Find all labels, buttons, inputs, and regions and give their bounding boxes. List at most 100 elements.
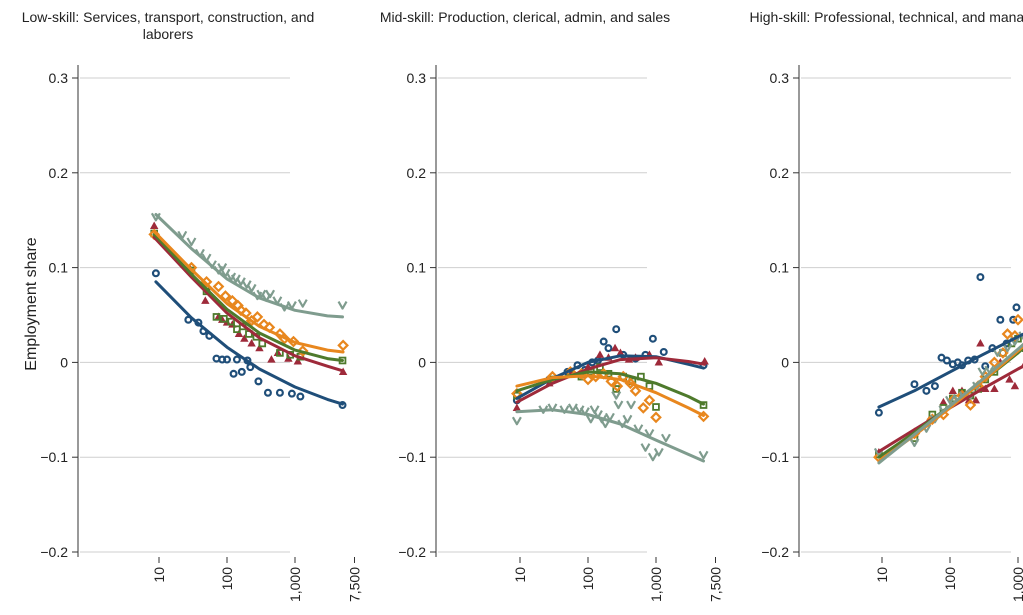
circle-marker — [184, 315, 193, 324]
v-marker — [660, 433, 671, 443]
v-marker — [945, 395, 955, 405]
y-tick-label: 0 — [60, 354, 68, 370]
circle-marker — [223, 355, 232, 364]
triangle-marker — [512, 403, 522, 412]
series-2 — [150, 221, 348, 375]
circle-marker — [996, 315, 1005, 324]
x-tick-label: 1,000 — [287, 567, 303, 602]
series-3 — [875, 334, 1023, 459]
y-tick-label: −0.1 — [761, 449, 789, 465]
y-tick-label: 0.1 — [770, 260, 790, 276]
x-tick-label: 100 — [219, 567, 235, 591]
triangle-marker — [654, 358, 664, 366]
square-marker — [212, 313, 221, 321]
panel-3-title: High-skill: Professional, technical, and… — [749, 9, 1023, 25]
fit-line-4 — [515, 374, 705, 417]
fit-line-5 — [877, 342, 1023, 465]
circle-marker — [263, 388, 272, 397]
v-marker — [246, 283, 257, 293]
triangle-marker — [150, 221, 159, 229]
triangle-marker — [267, 355, 276, 363]
v-marker — [337, 300, 348, 310]
v-marker — [647, 452, 658, 462]
triangle-marker — [595, 350, 605, 358]
v-marker — [622, 414, 633, 424]
series-1 — [151, 269, 347, 410]
y-tick-label: 0.3 — [407, 70, 427, 86]
panel-2: 0.3 0.2 0.1 0 −0.1 −0.2 10 100 1,000 7,500 — [398, 65, 724, 602]
diamond-marker — [1012, 313, 1023, 326]
v-marker — [611, 391, 622, 400]
y-tick-label: 0.1 — [407, 260, 427, 276]
diamond-marker — [637, 402, 650, 414]
circle-marker — [599, 337, 608, 346]
circle-marker — [1012, 303, 1021, 312]
circle-marker — [604, 344, 613, 353]
v-marker — [992, 348, 1003, 358]
x-tick-label: 7,500 — [708, 567, 724, 602]
triangle-marker — [240, 334, 249, 342]
panel-1-title: Low-skill: Services, transport, construc… — [21, 9, 315, 42]
x-tick-label: 1,000 — [648, 567, 664, 602]
circle-marker — [648, 334, 657, 343]
x-tick-label: 100 — [580, 567, 596, 591]
fit-line-2 — [877, 364, 1023, 453]
diamond-marker — [988, 356, 1001, 369]
triangle-marker — [201, 296, 210, 304]
diamond-marker — [337, 339, 349, 352]
diamond-marker — [251, 311, 264, 323]
v-marker — [241, 280, 252, 289]
v-marker — [626, 400, 637, 410]
y-tick-label: 0.2 — [49, 165, 69, 181]
fit-line-1 — [154, 280, 344, 406]
v-marker — [265, 289, 276, 299]
triangle-marker — [616, 348, 625, 357]
triangle-marker — [610, 343, 620, 352]
circle-marker — [275, 388, 284, 397]
diamond-marker — [212, 280, 225, 293]
circle-marker — [229, 369, 238, 378]
panel-1: 0.3 0.2 0.1 0 −0.1 −0.2 10 100 1,000 7,500 — [40, 65, 363, 602]
y-tick-label: −0.1 — [398, 449, 426, 465]
v-marker — [977, 367, 988, 376]
triangle-marker — [1005, 375, 1014, 383]
diamond-marker — [964, 399, 977, 411]
triangle-marker — [255, 343, 264, 352]
fit-line-3 — [515, 370, 705, 406]
y-tick-label: −0.2 — [40, 544, 68, 560]
circle-marker — [287, 389, 296, 398]
y-tick-label: 0.3 — [770, 70, 790, 86]
square-marker — [699, 401, 708, 409]
circle-marker — [910, 380, 919, 389]
circle-marker — [942, 356, 951, 365]
diamond-marker — [643, 394, 656, 407]
diamond-marker — [650, 411, 662, 424]
x-tick-label: 7,500 — [347, 567, 363, 602]
v-marker — [230, 274, 241, 284]
square-marker — [276, 349, 284, 357]
diamond-marker — [629, 384, 642, 397]
y-tick-label: 0.2 — [407, 165, 427, 181]
series-3 — [150, 229, 347, 365]
v-marker — [640, 443, 651, 452]
triangle-marker — [234, 329, 244, 338]
triangle-marker — [939, 397, 948, 406]
square-marker — [220, 314, 228, 323]
y-tick-label: 0.1 — [49, 260, 69, 276]
circle-marker — [874, 408, 883, 417]
x-tick-label: 1,000 — [1010, 567, 1023, 602]
fit-line-1 — [877, 332, 1023, 409]
fit-line-4 — [152, 230, 345, 354]
y-tick-label: −0.2 — [761, 544, 789, 560]
circle-marker — [254, 377, 263, 386]
triangle-marker — [1010, 381, 1020, 390]
circle-marker — [1009, 315, 1018, 324]
series-4 — [511, 366, 710, 424]
x-tick-label: 10 — [151, 567, 167, 583]
circle-marker — [296, 392, 305, 401]
triangle-marker — [990, 384, 999, 393]
square-marker — [652, 403, 660, 411]
fit-line-2 — [152, 235, 345, 373]
